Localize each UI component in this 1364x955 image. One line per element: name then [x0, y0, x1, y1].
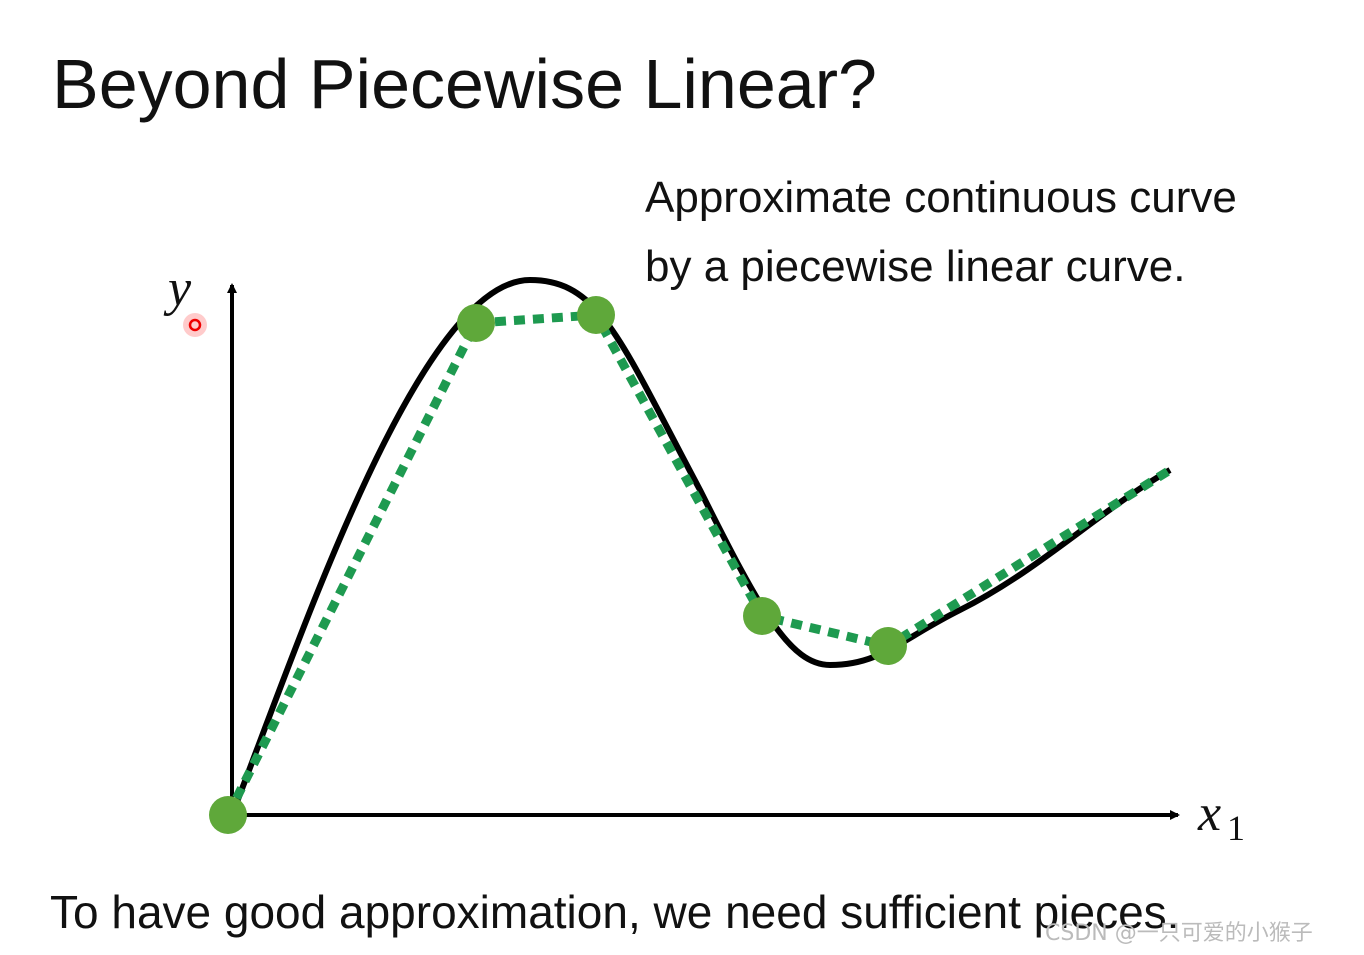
caption: To have good approximation, we need suff… [50, 886, 1179, 938]
watermark: CSDN @一只可爱的小猴子 [1045, 921, 1313, 946]
breakpoints [209, 296, 907, 834]
slide-title: Beyond Piecewise Linear? [52, 45, 877, 123]
breakpoint [743, 597, 781, 635]
y-axis-label: y [163, 260, 192, 317]
pointer-halo [183, 313, 207, 337]
breakpoint [869, 627, 907, 665]
annotation-line: Approximate continuous curve [645, 173, 1237, 222]
x-axis-subscript: 1 [1227, 808, 1245, 848]
pointer [188, 318, 202, 332]
breakpoint [577, 296, 615, 334]
breakpoint [457, 304, 495, 342]
annotation-line: by a piecewise linear curve. [645, 242, 1185, 291]
breakpoint [209, 796, 247, 834]
piecewise-linear-curve [223, 310, 1173, 818]
continuous-curve [229, 276, 1172, 817]
x-axis-label: x [1197, 785, 1221, 842]
